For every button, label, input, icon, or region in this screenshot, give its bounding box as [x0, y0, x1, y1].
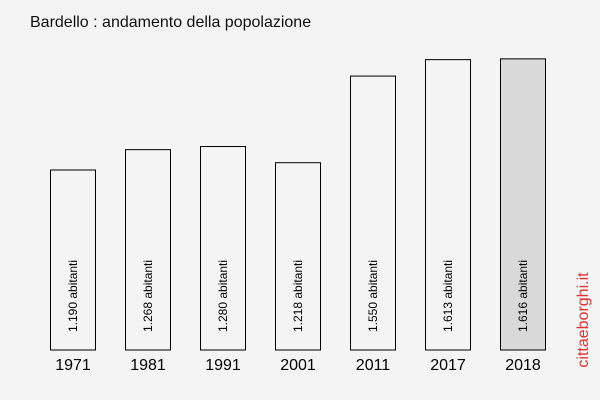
x-tick-2018: 2018: [505, 357, 541, 374]
value-label-2018: 1.616 abitanti: [516, 260, 530, 332]
value-label-1991: 1.280 abitanti: [216, 260, 230, 332]
x-tick-2011: 2011: [356, 357, 391, 374]
x-tick-1991: 1991: [205, 357, 241, 374]
bar-1981: [125, 149, 171, 351]
chart-title: Bardello : andamento della popolazione: [30, 14, 312, 31]
bar-1971: [50, 169, 96, 351]
value-label-2011: 1.550 abitanti: [366, 260, 380, 332]
bar-2017: [425, 59, 471, 351]
x-tick-1981: 1981: [130, 357, 166, 374]
x-tick-2001: 2001: [280, 357, 316, 374]
bar-1991: [200, 146, 246, 351]
x-tick-2017: 2017: [430, 357, 466, 374]
bar-2001: [275, 162, 321, 351]
value-label-2017: 1.613 abitanti: [441, 260, 455, 332]
value-label-1971: 1.190 abitanti: [66, 260, 80, 332]
bar-2011: [350, 75, 396, 351]
x-tick-1971: 1971: [55, 357, 91, 374]
bar-2018: [500, 58, 546, 351]
value-label-2001: 1.218 abitanti: [291, 260, 305, 332]
value-label-1981: 1.268 abitanti: [141, 260, 155, 332]
watermark-text: cittaeborghi.it: [575, 272, 592, 368]
